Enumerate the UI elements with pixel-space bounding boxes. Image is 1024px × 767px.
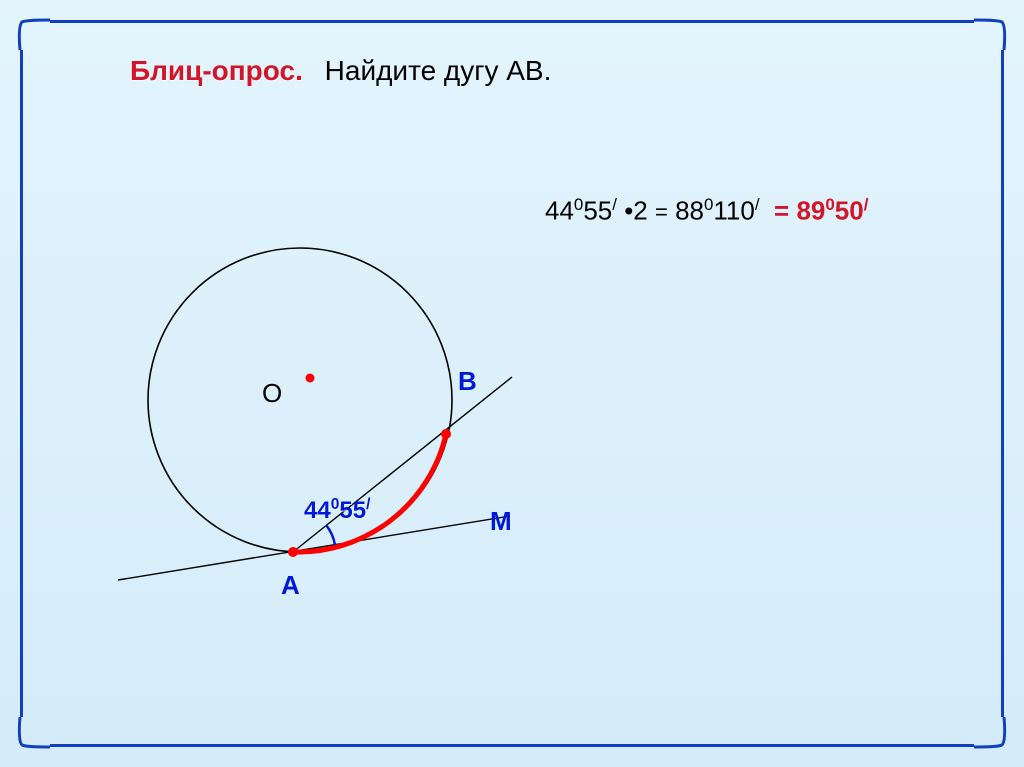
calc-eq2: = xyxy=(774,196,789,226)
calculation-line: 44055/ •2 = 880110/ = 89050/ xyxy=(545,195,868,227)
frame-left xyxy=(20,50,23,717)
minute-symbol: / xyxy=(612,195,617,214)
degree-symbol: 0 xyxy=(825,195,834,214)
point-a-dot xyxy=(288,547,298,557)
page-title: Блиц-опрос. Найдите дугу АВ. xyxy=(130,55,551,87)
minute-symbol: / xyxy=(366,496,370,513)
calc-mid-min: 110 xyxy=(713,196,754,226)
angle-deg: 44 xyxy=(304,497,331,524)
frame-top xyxy=(50,20,974,23)
corner-ornament-icon xyxy=(12,715,52,755)
calc-ans-deg: 89 xyxy=(796,196,825,226)
degree-symbol: 0 xyxy=(704,195,713,214)
calc-eq1: = xyxy=(655,200,668,225)
angle-marker xyxy=(326,525,335,545)
label-m: М xyxy=(490,506,512,537)
calc-mult: •2 xyxy=(624,196,648,226)
diagram-svg xyxy=(60,170,540,670)
tangent-line xyxy=(118,516,510,580)
minute-symbol: / xyxy=(755,195,760,214)
calc-term1-min: 55 xyxy=(583,196,612,226)
frame-right xyxy=(1001,50,1004,717)
corner-ornament-icon xyxy=(12,12,52,52)
label-a: А xyxy=(281,570,300,601)
title-prefix: Блиц-опрос. xyxy=(130,55,303,86)
minute-symbol: / xyxy=(864,195,869,214)
corner-ornament-icon xyxy=(972,12,1012,52)
title-task: Найдите дугу АВ. xyxy=(325,55,552,86)
corner-ornament-icon xyxy=(972,715,1012,755)
label-b: В xyxy=(458,366,477,397)
frame-bottom xyxy=(50,744,974,747)
angle-min: 55 xyxy=(339,497,366,524)
calc-mid-deg: 88 xyxy=(675,196,704,226)
point-b-dot xyxy=(441,429,451,439)
calc-term1-deg: 44 xyxy=(545,196,574,226)
degree-symbol: 0 xyxy=(574,195,583,214)
angle-value-label: 44055/ xyxy=(304,496,370,525)
center-dot xyxy=(306,374,315,383)
label-o: О xyxy=(262,378,282,409)
geometry-diagram: О В А М 44055/ xyxy=(60,170,540,670)
calc-ans-min: 50 xyxy=(835,196,864,226)
